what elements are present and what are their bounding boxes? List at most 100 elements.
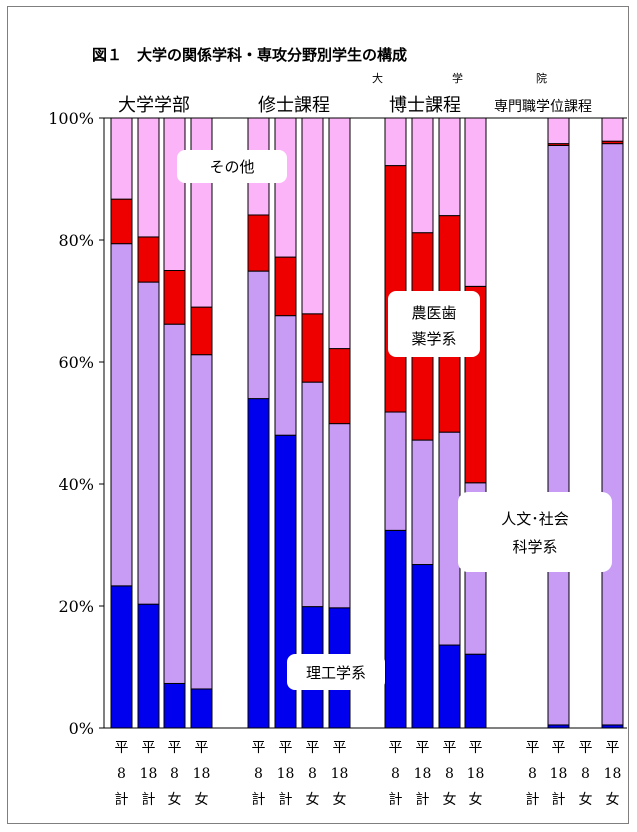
- annotation-humanities: 人文･社会 科学系: [458, 492, 612, 572]
- grad-school-char-1: 大: [372, 71, 383, 85]
- bar-segment: [601, 117, 624, 142]
- x-tick-label: 平: [443, 740, 457, 756]
- grad-school-char-2: 学: [452, 71, 463, 85]
- annotation-other-text: その他: [209, 158, 254, 176]
- bar-segment: [247, 270, 270, 400]
- bars: [110, 117, 624, 729]
- x-tick-label: 18: [550, 766, 568, 782]
- bar-segment: [301, 381, 324, 608]
- x-tick-label: 計: [526, 792, 540, 808]
- annotation-humanities-line2: 科学系: [512, 538, 557, 556]
- annotation-science: 理工学系: [287, 654, 385, 690]
- x-tick-label: 女: [606, 791, 620, 808]
- bar-segment: [110, 117, 133, 200]
- x-tick-label: 平: [526, 740, 540, 756]
- annotation-agri-med: 農医歯 薬学系: [388, 291, 480, 357]
- x-tick-label: 平: [252, 740, 266, 756]
- y-tick-label: 80%: [58, 231, 94, 250]
- bar-segment: [163, 682, 186, 729]
- bar-segment: [601, 143, 624, 726]
- x-tick-label: 8: [170, 766, 179, 782]
- y-tick-label: 20%: [58, 597, 94, 616]
- annotation-other: その他: [177, 150, 287, 183]
- x-tick-label: 平: [579, 740, 593, 756]
- x-tick-label: 計: [389, 792, 403, 808]
- y-tick-label: 40%: [58, 475, 94, 494]
- bar-segment: [411, 564, 434, 729]
- bar-segment: [328, 423, 351, 609]
- bar-segment: [547, 144, 570, 726]
- x-tick-label: 平: [168, 740, 182, 756]
- bar-segment: [411, 117, 434, 234]
- x-tick-label: 8: [117, 766, 126, 782]
- bar-segment: [163, 117, 186, 271]
- bar-segment: [328, 117, 351, 350]
- chart-title: 図１ 大学の関係学科・専攻分野別学生の構成: [92, 46, 407, 64]
- bar-segment: [438, 431, 461, 646]
- annotation-agri-med-line1: 農医歯: [411, 304, 456, 322]
- y-tick-label: 60%: [58, 353, 94, 372]
- x-tick-label: 女: [333, 791, 347, 808]
- x-tick-label: 平: [195, 740, 209, 756]
- x-tick-labels: 平8計平18計平8女平18女平8計平18計平8女平18女平8計平18計平8女平1…: [115, 740, 622, 808]
- bar-segment: [464, 653, 487, 729]
- x-tick-label: 計: [115, 792, 129, 808]
- x-tick-label: 計: [416, 792, 430, 808]
- bar-segment: [438, 117, 461, 217]
- bar-segment: [411, 439, 434, 566]
- bar-segment: [137, 603, 160, 729]
- x-tick-label: 8: [528, 766, 537, 782]
- x-tick-label: 18: [331, 766, 349, 782]
- bar-segment: [110, 243, 133, 587]
- annotation-humanities-line1: 人文･社会: [501, 510, 569, 528]
- x-tick-label: 女: [168, 791, 182, 808]
- y-tick-label: 100%: [48, 109, 94, 128]
- bar-segment: [110, 585, 133, 729]
- bar-segment: [190, 306, 213, 356]
- group-label-doctor: 博士課程: [389, 95, 461, 116]
- bar-segment: [274, 315, 297, 436]
- bar-segment: [328, 348, 351, 425]
- bar-segment: [301, 313, 324, 383]
- x-tick-label: 平: [279, 740, 293, 756]
- x-tick-label: 平: [333, 740, 347, 756]
- bar-segment: [301, 117, 324, 315]
- x-tick-label: 平: [606, 740, 620, 756]
- x-tick-label: 計: [142, 792, 156, 808]
- bar-segment: [384, 411, 407, 531]
- bar-segment: [464, 117, 487, 287]
- x-tick-label: 平: [306, 740, 320, 756]
- bar-segment: [190, 688, 213, 729]
- bar-segment: [247, 214, 270, 272]
- bar-segment: [163, 323, 186, 684]
- x-tick-label: 平: [552, 740, 566, 756]
- x-tick-label: 18: [604, 766, 622, 782]
- x-tick-label: 18: [467, 766, 485, 782]
- x-tick-label: 平: [416, 740, 430, 756]
- x-tick-label: 18: [277, 766, 295, 782]
- x-tick-label: 8: [308, 766, 317, 782]
- x-tick-label: 女: [469, 791, 483, 808]
- x-tick-label: 平: [469, 740, 483, 756]
- x-tick-label: 18: [140, 766, 158, 782]
- grad-school-char-3: 院: [536, 71, 547, 85]
- bar-segment: [190, 354, 213, 690]
- group-label-professional: 専門職学位課程: [494, 99, 592, 115]
- x-tick-label: 18: [414, 766, 432, 782]
- bar-segment: [247, 398, 270, 729]
- group-label-undergrad: 大学学部: [118, 95, 190, 116]
- x-tick-label: 平: [142, 740, 156, 756]
- x-tick-label: 8: [254, 766, 263, 782]
- bar-segment: [438, 644, 461, 729]
- x-tick-label: 平: [389, 740, 403, 756]
- x-tick-label: 平: [115, 740, 129, 756]
- bar-segment: [163, 270, 186, 325]
- bar-segment: [190, 117, 213, 308]
- bar-segment: [274, 117, 297, 258]
- bar-segment: [547, 117, 570, 145]
- x-tick-label: 18: [193, 766, 211, 782]
- bar-segment: [274, 256, 297, 317]
- bar-segment: [384, 117, 407, 167]
- x-tick-label: 8: [391, 766, 400, 782]
